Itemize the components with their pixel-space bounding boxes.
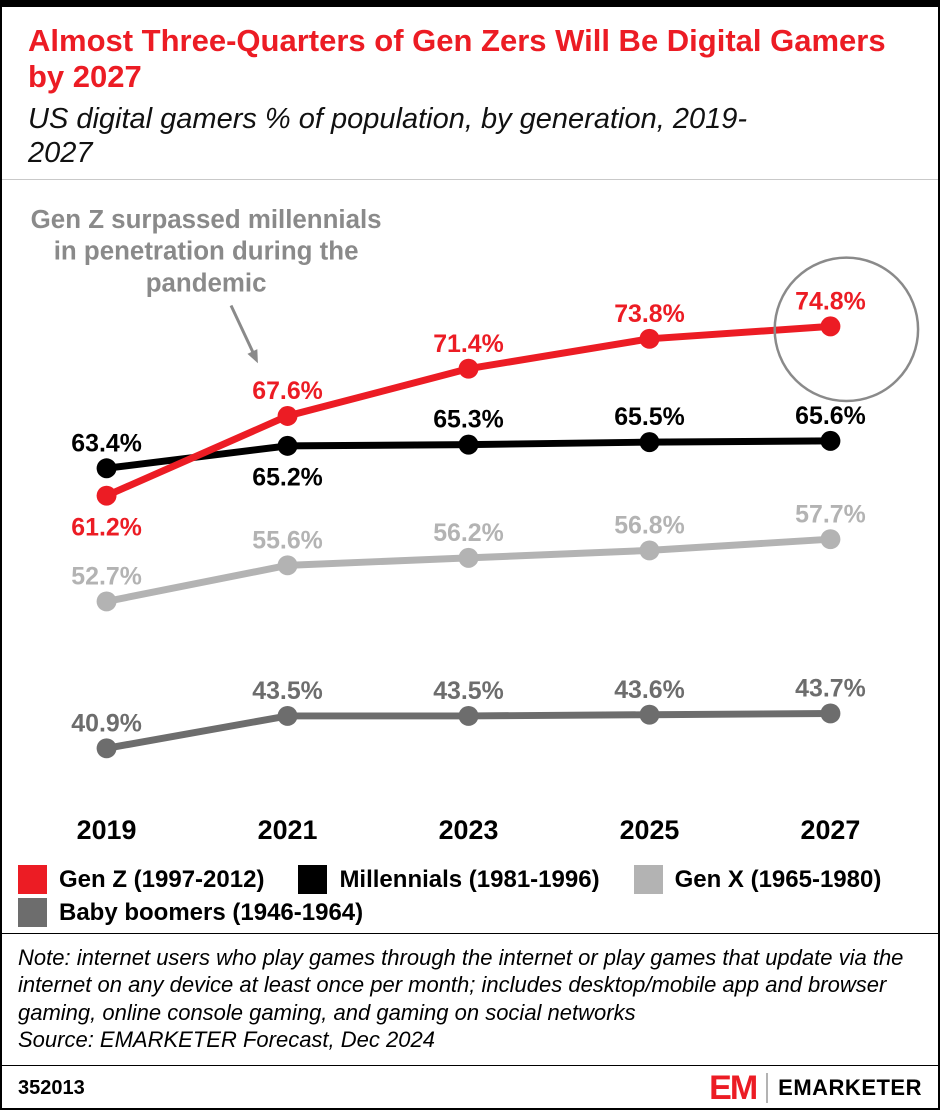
- value-label: 63.4%: [71, 429, 142, 457]
- value-label: 61.2%: [71, 514, 142, 542]
- legend-row-2: Baby boomers (1946-1964): [18, 898, 922, 928]
- value-label: 71.4%: [433, 330, 504, 358]
- data-point: [639, 540, 660, 561]
- value-label: 52.7%: [71, 563, 142, 591]
- x-tick-label: 2025: [620, 815, 680, 845]
- chart-title: Almost Three-Quarters of Gen Zers Will B…: [28, 23, 886, 95]
- annotation-text: Gen Z surpassed millennials: [31, 206, 382, 234]
- value-label: 43.5%: [252, 677, 323, 705]
- annotation-text: in penetration during the: [54, 238, 359, 266]
- legend-swatch-baby-boomers: [18, 898, 47, 928]
- data-point: [458, 358, 479, 379]
- value-label: 65.2%: [252, 464, 323, 492]
- x-tick-label: 2027: [801, 815, 861, 845]
- value-label: 56.8%: [614, 512, 685, 540]
- value-label: 74.8%: [795, 288, 866, 316]
- annotation-text: pandemic: [146, 270, 267, 298]
- data-point: [277, 406, 298, 427]
- brand-name: EMARKETER: [778, 1075, 922, 1101]
- data-point: [458, 434, 479, 455]
- legend-item-millennials: Millennials (1981-1996): [298, 865, 600, 895]
- x-tick-label: 2019: [77, 815, 137, 845]
- chart-subtitle: US digital gamers % of population, by ge…: [28, 102, 747, 170]
- value-label: 43.6%: [614, 676, 685, 704]
- source-text: Source: EMARKETER Forecast, Dec 2024: [18, 1027, 435, 1053]
- value-label: 55.6%: [252, 527, 323, 555]
- data-point: [639, 328, 660, 349]
- legend-item-gen-x: Gen X (1965-1980): [633, 865, 882, 895]
- value-label: 43.7%: [795, 675, 866, 703]
- emarketer-monogram-icon: EM: [709, 1069, 758, 1108]
- logo-divider: [766, 1073, 769, 1104]
- data-point: [820, 703, 841, 724]
- value-label: 65.6%: [795, 402, 866, 430]
- x-tick-label: 2023: [439, 815, 499, 845]
- value-label: 65.5%: [614, 403, 685, 431]
- data-point: [96, 458, 117, 479]
- value-label: 43.5%: [433, 677, 504, 705]
- chart-footer: 352013 EM EMARKETER: [2, 1065, 938, 1108]
- chart-header: Almost Three-Quarters of Gen Zers Will B…: [2, 7, 938, 181]
- data-point: [458, 706, 479, 727]
- value-label: 57.7%: [795, 500, 866, 528]
- legend-item-gen-z: Gen Z (1997-2012): [18, 865, 265, 895]
- annotation-arrowhead-icon: [247, 349, 258, 364]
- data-point: [458, 548, 479, 568]
- value-label: 65.3%: [433, 406, 504, 434]
- chart-id: 352013: [18, 1076, 85, 1099]
- data-point: [277, 555, 298, 576]
- data-point: [820, 431, 841, 451]
- data-point: [820, 529, 841, 550]
- value-label: 67.6%: [252, 377, 323, 405]
- legend-label-gen-z: Gen Z (1997-2012): [59, 865, 265, 893]
- data-point: [96, 591, 117, 612]
- chart-legend: Gen Z (1997-2012) Millennials (1981-1996…: [2, 857, 938, 933]
- note-text: Note: internet users who play games thro…: [18, 945, 904, 1025]
- data-point: [277, 706, 298, 727]
- data-point: [96, 738, 117, 759]
- data-point: [820, 316, 841, 337]
- legend-swatch-millennials: [298, 865, 328, 895]
- legend-label-baby-boomers: Baby boomers (1946-1964): [59, 898, 364, 926]
- legend-label-gen-x: Gen X (1965-1980): [674, 865, 882, 893]
- value-label: 73.8%: [614, 300, 685, 328]
- value-label: 40.9%: [71, 710, 142, 738]
- legend-label-millennials: Millennials (1981-1996): [339, 865, 600, 893]
- legend-swatch-gen-x: [633, 865, 663, 895]
- x-tick-label: 2021: [258, 815, 318, 845]
- emarketer-logo: EM EMARKETER: [709, 1071, 922, 1105]
- data-point: [96, 485, 117, 506]
- line-chart: 61.2% 67.6% 71.4% 73.8% 74.8% 63.4% 65.2% 65.3%…: [31, 206, 920, 845]
- legend-swatch-gen-z: [18, 865, 47, 895]
- data-point: [639, 704, 660, 725]
- legend-item-baby-boomers: Baby boomers (1946-1964): [18, 898, 364, 928]
- highlight-circle: [773, 256, 920, 403]
- legend-row-1: Gen Z (1997-2012) Millennials (1981-1996…: [18, 865, 922, 895]
- chart-footnote: Note: internet users who play games thro…: [2, 933, 938, 1065]
- data-point: [639, 432, 660, 453]
- data-point: [277, 436, 298, 456]
- annotation-arrow: [229, 304, 255, 354]
- value-label: 56.2%: [433, 519, 504, 547]
